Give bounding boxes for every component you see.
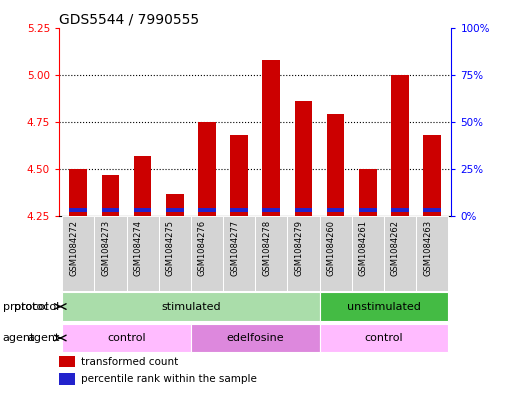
Text: GSM1084276: GSM1084276 — [198, 220, 207, 276]
Text: GSM1084261: GSM1084261 — [359, 220, 368, 276]
FancyBboxPatch shape — [62, 292, 320, 321]
Bar — [198, 122, 216, 216]
FancyBboxPatch shape — [127, 216, 159, 291]
FancyBboxPatch shape — [320, 292, 448, 321]
Bar — [391, 75, 409, 216]
Bar — [294, 208, 312, 212]
Bar — [59, 373, 75, 385]
FancyBboxPatch shape — [384, 216, 416, 291]
Text: GSM1084274: GSM1084274 — [133, 220, 143, 276]
FancyBboxPatch shape — [320, 324, 448, 352]
Bar — [69, 208, 87, 212]
Bar — [423, 208, 441, 212]
FancyBboxPatch shape — [159, 216, 191, 291]
Text: GSM1084273: GSM1084273 — [102, 220, 110, 276]
Bar — [327, 208, 345, 212]
FancyBboxPatch shape — [320, 216, 352, 291]
FancyBboxPatch shape — [287, 216, 320, 291]
Text: agent: agent — [27, 333, 60, 343]
Text: agent: agent — [3, 333, 35, 343]
Bar — [359, 208, 377, 212]
FancyBboxPatch shape — [62, 324, 191, 352]
FancyBboxPatch shape — [223, 216, 255, 291]
FancyBboxPatch shape — [191, 324, 320, 352]
Bar — [59, 356, 75, 367]
Bar — [263, 60, 280, 216]
Text: GSM1084275: GSM1084275 — [166, 220, 175, 276]
Text: GSM1084278: GSM1084278 — [262, 220, 271, 276]
Text: GSM1084279: GSM1084279 — [294, 220, 304, 276]
Text: control: control — [107, 333, 146, 343]
Text: protocol: protocol — [14, 301, 60, 312]
Bar — [134, 208, 151, 212]
Text: GSM1084262: GSM1084262 — [391, 220, 400, 276]
FancyBboxPatch shape — [94, 216, 127, 291]
Bar — [391, 208, 409, 212]
FancyBboxPatch shape — [416, 216, 448, 291]
Bar — [327, 114, 345, 216]
Bar — [263, 208, 280, 212]
Text: GSM1084272: GSM1084272 — [69, 220, 78, 276]
Bar — [102, 174, 120, 216]
Bar — [230, 208, 248, 212]
Bar — [69, 169, 87, 216]
Bar — [166, 208, 184, 212]
Text: GSM1084263: GSM1084263 — [423, 220, 432, 276]
Text: edelfosine: edelfosine — [226, 333, 284, 343]
Bar — [359, 169, 377, 216]
Text: control: control — [365, 333, 403, 343]
Bar — [198, 208, 216, 212]
Bar — [423, 135, 441, 216]
Bar — [166, 193, 184, 216]
Bar — [134, 156, 151, 216]
FancyBboxPatch shape — [255, 216, 287, 291]
Text: stimulated: stimulated — [161, 301, 221, 312]
Bar — [294, 101, 312, 216]
Text: percentile rank within the sample: percentile rank within the sample — [81, 374, 256, 384]
Text: protocol: protocol — [3, 301, 48, 312]
Bar — [230, 135, 248, 216]
FancyBboxPatch shape — [191, 216, 223, 291]
Text: GSM1084277: GSM1084277 — [230, 220, 239, 276]
Bar — [102, 208, 120, 212]
Text: GSM1084260: GSM1084260 — [327, 220, 336, 276]
Text: unstimulated: unstimulated — [347, 301, 421, 312]
FancyBboxPatch shape — [62, 216, 94, 291]
Text: GDS5544 / 7990555: GDS5544 / 7990555 — [59, 12, 199, 26]
FancyBboxPatch shape — [352, 216, 384, 291]
Text: transformed count: transformed count — [81, 356, 178, 367]
